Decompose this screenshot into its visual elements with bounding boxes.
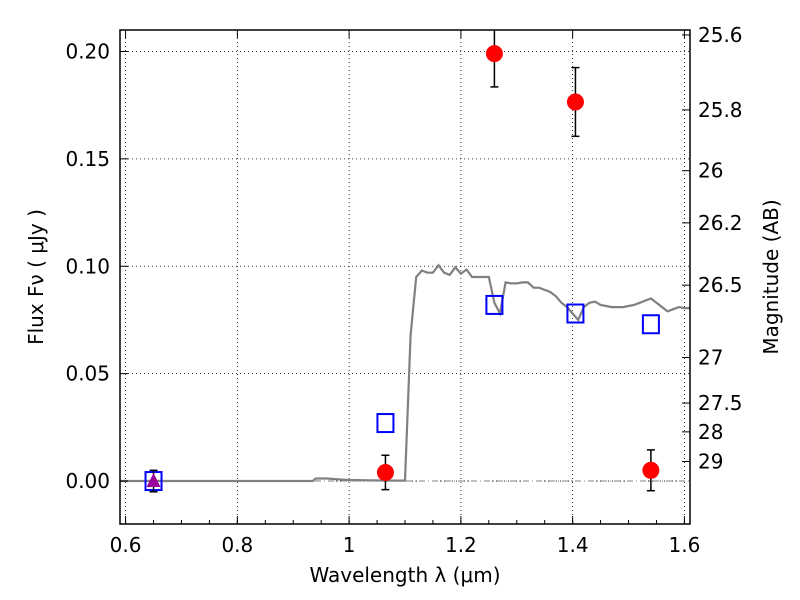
axis-ticks <box>120 30 690 524</box>
right-tick-label: 27.5 <box>698 391 743 415</box>
right-tick-label: 26 <box>698 159 723 183</box>
y-tick-label: 0.00 <box>65 469 110 493</box>
observed-point <box>642 461 660 479</box>
model-band-point <box>485 294 504 315</box>
tick-labels: 0.6 0.8 1 1.2 1.4 1.6 0.00 0.05 0.10 0.15 0.20 25.6… <box>65 23 742 557</box>
upper-limit-point <box>146 473 161 488</box>
right-tick-label: 27 <box>698 346 723 370</box>
x-tick-label: 0.8 <box>221 533 253 557</box>
right-tick-label: 28 <box>698 420 723 444</box>
y-tick-label: 0.20 <box>65 39 110 63</box>
y-tick-label: 0.15 <box>65 147 110 171</box>
data-series <box>120 30 690 493</box>
y-tick-label: 0.05 <box>65 362 110 386</box>
right-tick-label: 29 <box>698 449 723 473</box>
model-spectrum-line <box>120 263 690 483</box>
right-tick-label: 26.2 <box>698 211 743 235</box>
y-axis-right-label: Magnitude (AB) <box>759 199 783 354</box>
model-band-point <box>566 303 585 324</box>
series-line-model <box>120 263 690 483</box>
observed-point <box>376 463 394 481</box>
right-tick-label: 25.6 <box>698 23 743 47</box>
x-tick-label: 1 <box>343 533 356 557</box>
series-points-triangle <box>146 469 161 493</box>
x-axis-label: Wavelength λ (μm) <box>309 563 500 587</box>
observed-point <box>485 45 503 63</box>
x-tick-label: 0.6 <box>110 533 142 557</box>
y-tick-label: 0.10 <box>65 254 110 278</box>
series-points-circle <box>376 30 660 492</box>
grid <box>120 30 690 524</box>
model-band-point <box>641 314 660 335</box>
right-tick-label: 25.8 <box>698 98 743 122</box>
x-tick-label: 1.4 <box>557 533 589 557</box>
model-band-point <box>376 413 395 434</box>
plot-frame <box>119 29 691 525</box>
right-tick-label: 26.5 <box>698 273 743 297</box>
y-axis-label: Flux Fν ( μJy ) <box>24 209 48 345</box>
x-tick-label: 1.6 <box>669 533 701 557</box>
series-points-square <box>144 294 660 492</box>
x-tick-label: 1.2 <box>445 533 477 557</box>
observed-point <box>566 93 584 111</box>
